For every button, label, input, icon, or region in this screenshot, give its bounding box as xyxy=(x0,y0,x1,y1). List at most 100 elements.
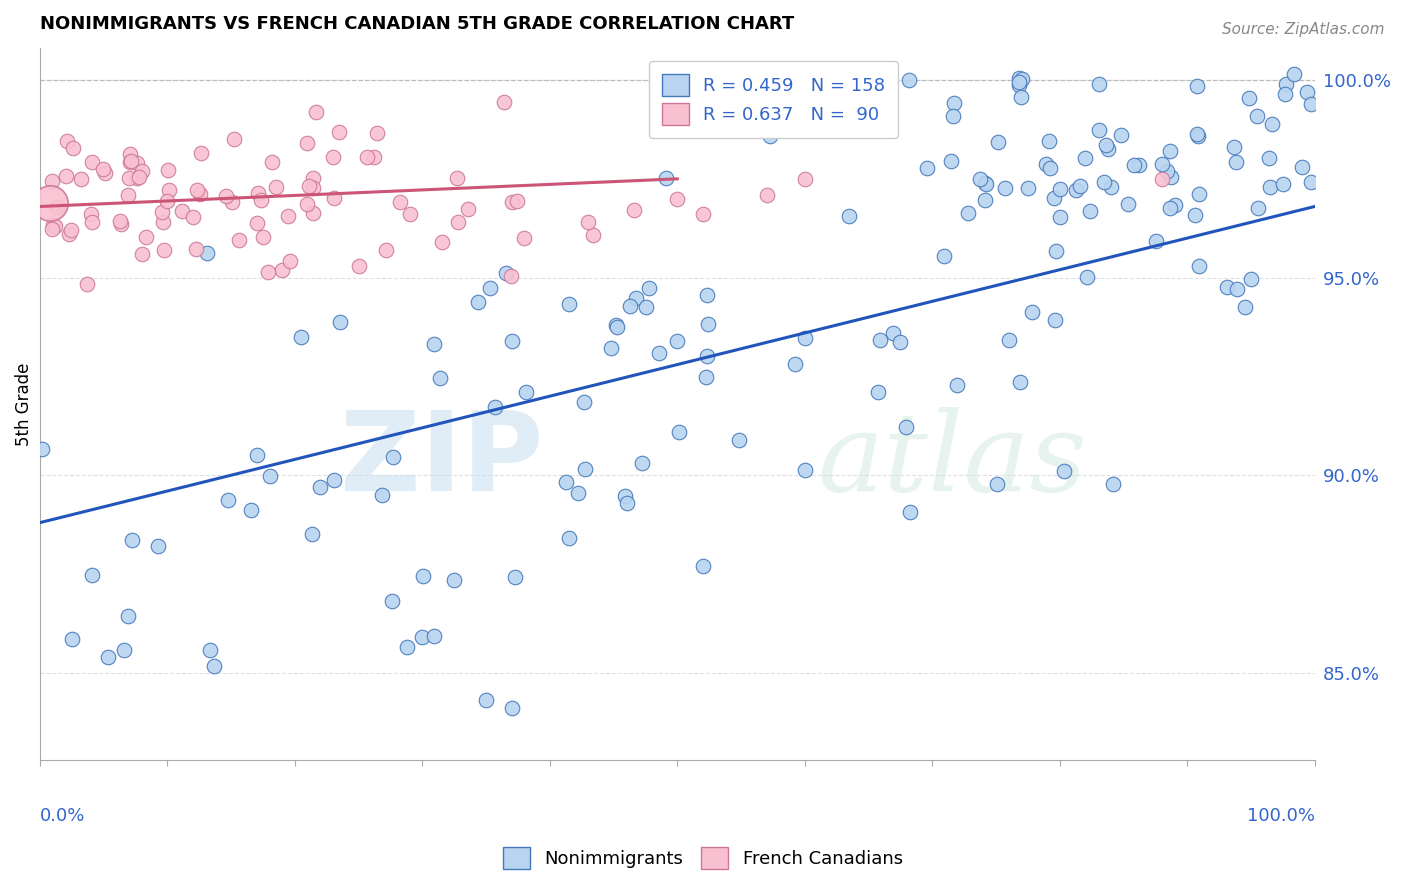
Point xyxy=(793,331,815,345)
Point xyxy=(1088,123,1111,137)
Point xyxy=(1188,186,1211,201)
Point xyxy=(60,632,83,646)
Point xyxy=(869,333,891,347)
Point xyxy=(1159,201,1181,215)
Point xyxy=(1274,78,1296,92)
Point xyxy=(411,630,433,644)
Point xyxy=(388,194,411,209)
Point xyxy=(1092,175,1115,189)
Point xyxy=(80,207,103,221)
Point xyxy=(1076,270,1098,285)
Point xyxy=(328,124,350,138)
Point xyxy=(475,693,498,707)
Point xyxy=(412,569,434,583)
Point xyxy=(648,345,671,359)
Point xyxy=(696,349,718,363)
Point xyxy=(495,267,517,281)
Point xyxy=(1187,128,1209,142)
Point xyxy=(396,640,419,655)
Point xyxy=(499,268,522,283)
Point xyxy=(157,183,180,197)
Point xyxy=(838,209,860,223)
Point xyxy=(1233,300,1256,314)
Point xyxy=(484,401,506,415)
Point xyxy=(1225,154,1247,169)
Point xyxy=(152,244,174,258)
Point xyxy=(501,334,523,348)
Point xyxy=(692,207,714,221)
Point xyxy=(45,200,67,214)
Point xyxy=(1150,157,1173,171)
Point xyxy=(1144,235,1167,249)
Point xyxy=(186,183,208,197)
Point xyxy=(1038,135,1060,149)
Point xyxy=(934,249,956,263)
Point xyxy=(1123,158,1146,172)
Point xyxy=(429,371,451,385)
Point xyxy=(555,475,578,490)
Point xyxy=(222,132,245,146)
Point xyxy=(478,281,501,295)
Point xyxy=(1049,181,1071,195)
Point xyxy=(1239,91,1261,105)
Legend: Nonimmigrants, French Canadians: Nonimmigrants, French Canadians xyxy=(494,838,912,879)
Point xyxy=(42,219,65,233)
Point xyxy=(128,170,150,185)
Point xyxy=(1187,128,1209,143)
Point xyxy=(1261,117,1284,131)
Point xyxy=(117,608,139,623)
Point xyxy=(381,450,404,464)
Point xyxy=(467,294,489,309)
Point xyxy=(619,299,641,313)
Point xyxy=(1247,201,1270,215)
Point xyxy=(572,395,595,409)
Point xyxy=(125,156,148,170)
Point xyxy=(1299,175,1322,189)
Point xyxy=(246,186,269,200)
Point xyxy=(422,337,444,351)
Point xyxy=(156,194,179,208)
Point xyxy=(1296,86,1319,100)
Point xyxy=(228,233,250,247)
Point xyxy=(41,174,63,188)
Point xyxy=(1258,180,1281,194)
Point xyxy=(1008,70,1031,85)
Point xyxy=(298,178,321,193)
Point xyxy=(1111,128,1133,142)
Point xyxy=(1291,160,1313,174)
Point xyxy=(108,214,131,228)
Point xyxy=(329,315,352,329)
Point xyxy=(127,171,149,186)
Point xyxy=(567,486,589,500)
Point xyxy=(188,186,211,201)
Point xyxy=(1045,244,1067,258)
Point xyxy=(668,425,690,440)
Y-axis label: 5th Grade: 5th Grade xyxy=(15,362,32,446)
Point xyxy=(1128,158,1150,172)
Point xyxy=(322,191,344,205)
Point xyxy=(695,369,717,384)
Point xyxy=(447,215,470,229)
Point xyxy=(1053,464,1076,478)
Point xyxy=(305,104,328,119)
Point xyxy=(302,206,325,220)
Point xyxy=(97,650,120,665)
Point xyxy=(946,378,969,392)
Point xyxy=(1097,142,1119,156)
Point xyxy=(249,193,271,207)
Point xyxy=(1163,198,1185,212)
Point xyxy=(246,449,269,463)
Point xyxy=(1160,169,1182,184)
Point xyxy=(356,150,378,164)
Point xyxy=(1078,204,1101,219)
Point xyxy=(957,206,980,220)
Point xyxy=(260,155,283,169)
Point xyxy=(1021,304,1043,318)
Point xyxy=(616,496,638,510)
Point xyxy=(1099,179,1122,194)
Point xyxy=(759,128,782,143)
Point xyxy=(112,642,135,657)
Point xyxy=(134,229,156,244)
Point xyxy=(366,127,388,141)
Point xyxy=(80,568,103,582)
